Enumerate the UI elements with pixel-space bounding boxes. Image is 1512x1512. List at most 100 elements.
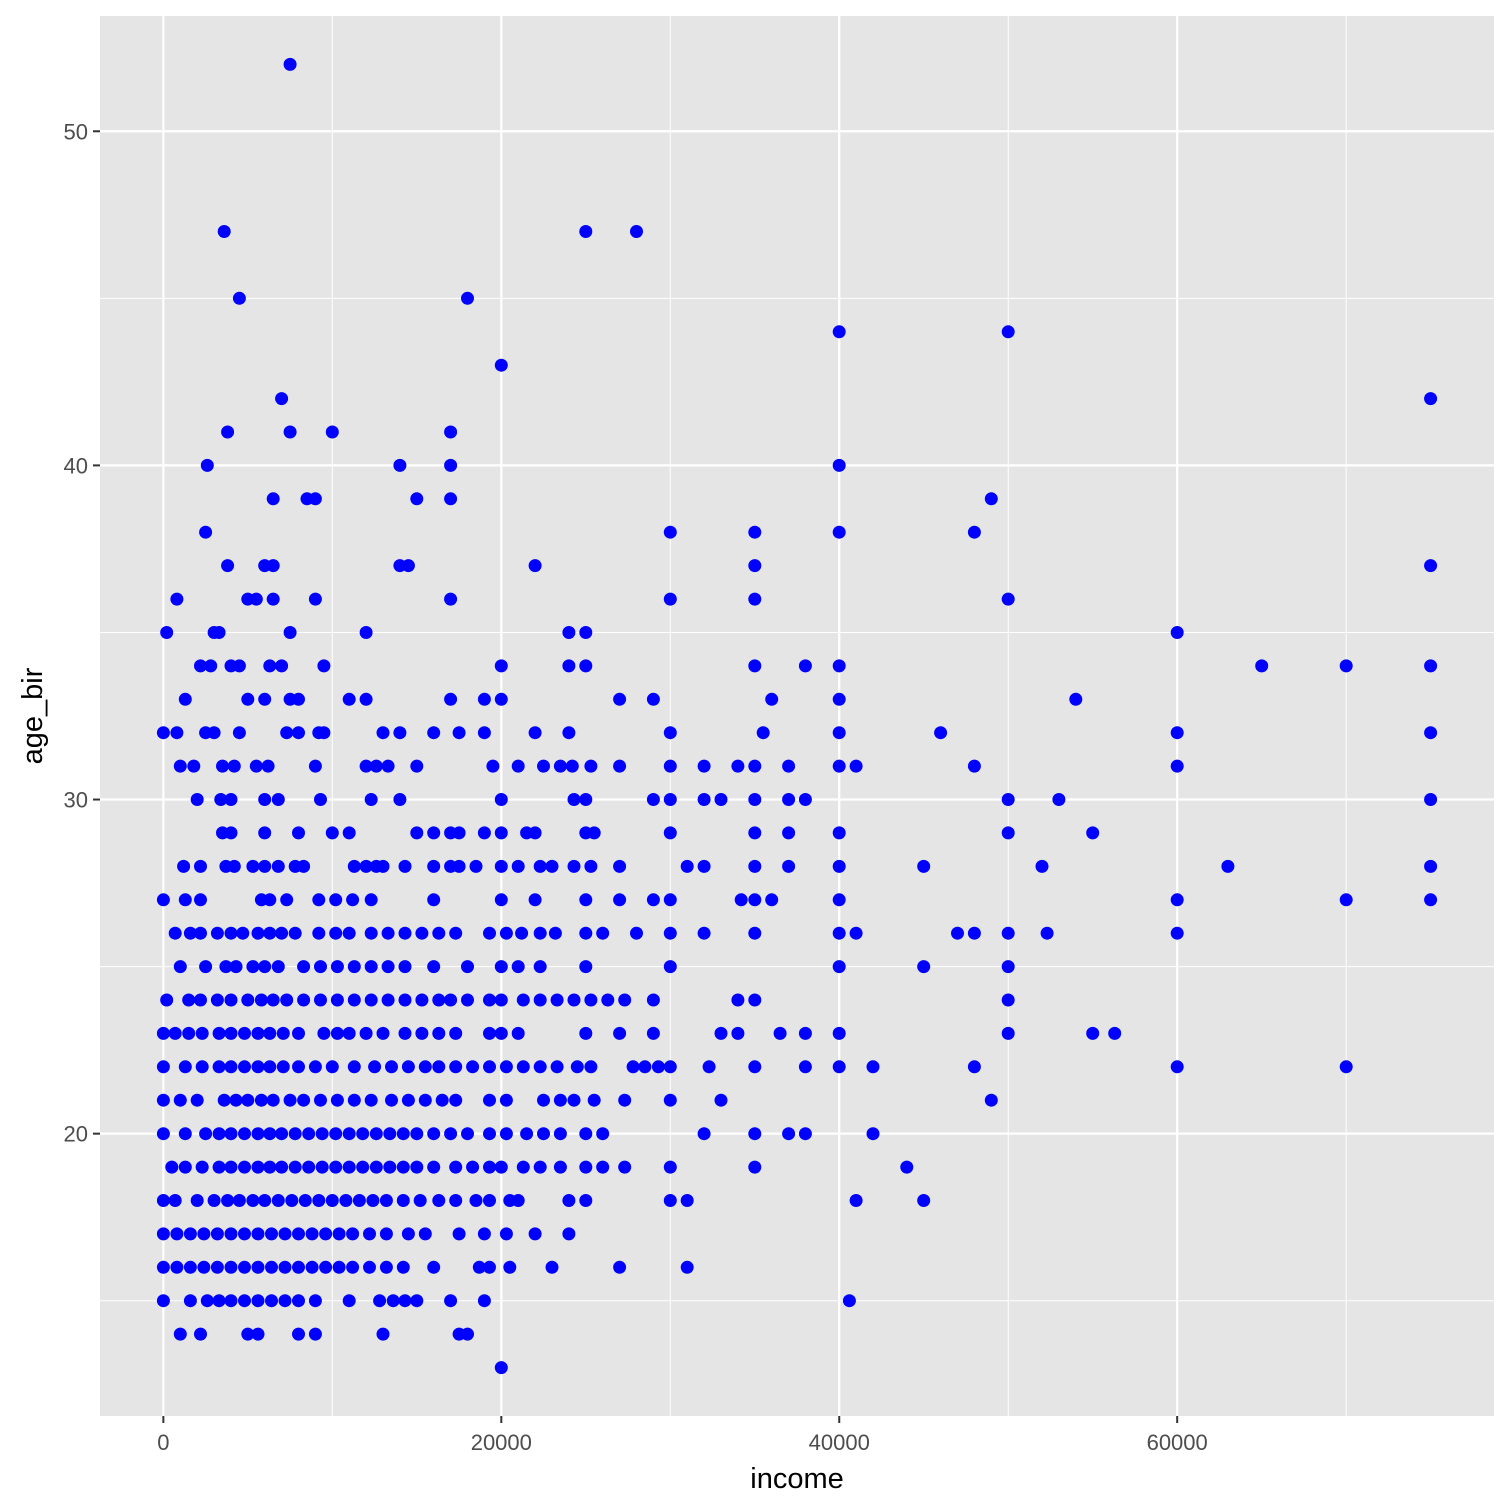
- data-point: [562, 726, 576, 740]
- data-point: [317, 1026, 331, 1040]
- data-point: [347, 1060, 361, 1074]
- data-point: [832, 859, 846, 873]
- data-point: [477, 1227, 491, 1241]
- data-point: [1339, 1060, 1353, 1074]
- data-point: [283, 425, 297, 439]
- data-point: [170, 1260, 184, 1274]
- y-tick-label: 30: [64, 788, 88, 813]
- data-point: [238, 1026, 251, 1040]
- data-point: [618, 1160, 632, 1174]
- data-point: [381, 993, 395, 1007]
- data-point: [271, 1194, 285, 1207]
- data-point: [369, 1127, 383, 1141]
- data-point: [249, 759, 263, 773]
- data-point: [396, 1260, 410, 1274]
- data-point: [1040, 926, 1054, 940]
- data-point: [271, 859, 285, 873]
- data-point: [449, 1160, 463, 1174]
- data-point: [329, 1127, 343, 1141]
- data-point: [199, 960, 213, 974]
- data-point: [1255, 659, 1269, 673]
- data-point: [379, 1194, 393, 1207]
- data-point: [1086, 826, 1100, 840]
- data-point: [626, 1060, 640, 1074]
- data-point: [646, 893, 660, 907]
- data-point: [393, 726, 407, 740]
- data-point: [283, 626, 297, 639]
- data-point: [842, 1294, 856, 1308]
- data-point: [511, 759, 525, 773]
- data-point: [297, 993, 311, 1007]
- data-point: [499, 1060, 513, 1074]
- data-point: [410, 1160, 424, 1174]
- data-point: [275, 1127, 289, 1141]
- data-point: [782, 1127, 796, 1141]
- data-point: [156, 1060, 170, 1074]
- y-tick-label: 20: [64, 1122, 88, 1147]
- data-point: [444, 1294, 458, 1308]
- data-point: [1069, 692, 1083, 706]
- data-point: [292, 1327, 305, 1341]
- data-point: [756, 726, 770, 740]
- data-point: [570, 1060, 584, 1074]
- data-point: [900, 1160, 914, 1174]
- data-point: [579, 225, 593, 238]
- data-point: [319, 1260, 333, 1274]
- data-point: [596, 1160, 610, 1174]
- data-point: [638, 1060, 652, 1074]
- data-point: [461, 1127, 474, 1141]
- data-point: [613, 1026, 627, 1040]
- data-point: [297, 1093, 311, 1107]
- data-point: [212, 1060, 226, 1074]
- data-point: [601, 993, 615, 1007]
- data-point: [553, 1127, 567, 1141]
- data-point: [359, 759, 373, 773]
- data-point: [550, 1060, 564, 1074]
- data-point: [533, 993, 547, 1007]
- data-point: [168, 1026, 182, 1040]
- data-point: [553, 1093, 567, 1107]
- data-point: [251, 1260, 265, 1274]
- data-point: [731, 993, 745, 1007]
- data-point: [275, 926, 289, 940]
- y-axis-title: age_bir: [17, 667, 49, 764]
- data-point: [251, 1026, 265, 1040]
- data-point: [194, 859, 207, 873]
- data-point: [483, 1093, 496, 1107]
- data-point: [697, 759, 711, 773]
- data-point: [765, 692, 779, 706]
- data-point: [533, 1060, 547, 1074]
- data-point: [315, 1127, 329, 1141]
- data-point: [364, 893, 378, 907]
- data-point: [383, 1127, 397, 1141]
- data-point: [178, 1060, 192, 1074]
- data-point: [410, 759, 424, 773]
- data-point: [332, 1260, 346, 1274]
- data-point: [258, 692, 272, 706]
- data-point: [528, 1227, 542, 1241]
- data-point: [170, 1227, 184, 1241]
- data-point: [238, 1227, 251, 1241]
- data-point: [376, 859, 390, 873]
- data-point: [359, 626, 373, 639]
- data-point: [1052, 793, 1066, 806]
- data-point: [1001, 993, 1015, 1007]
- data-point: [832, 826, 846, 840]
- data-point: [254, 993, 268, 1007]
- data-point: [381, 759, 395, 773]
- data-point: [308, 592, 322, 606]
- data-point: [452, 1227, 466, 1241]
- data-point: [567, 1093, 581, 1107]
- data-point: [469, 859, 483, 873]
- data-point: [173, 759, 187, 773]
- data-point: [347, 859, 361, 873]
- data-point: [934, 726, 948, 740]
- data-point: [444, 425, 458, 439]
- data-point: [263, 659, 277, 673]
- data-point: [199, 1127, 213, 1141]
- data-point: [200, 1294, 214, 1308]
- data-point: [325, 1060, 339, 1074]
- data-point: [748, 926, 762, 940]
- data-point: [697, 793, 711, 806]
- data-point: [276, 1060, 290, 1074]
